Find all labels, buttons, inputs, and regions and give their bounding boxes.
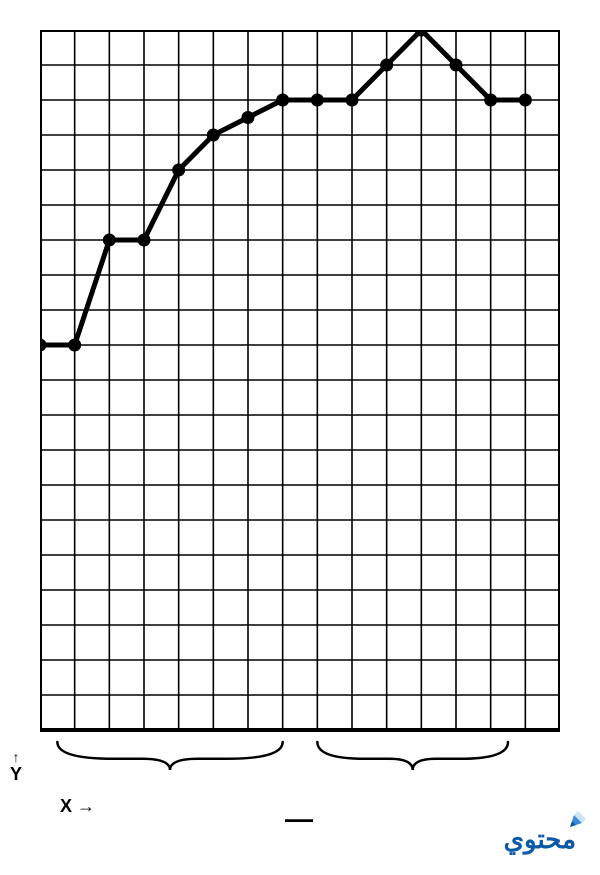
page-root: ↑ Y X → — محتوي <box>0 0 600 875</box>
y-axis-label: ↑ Y <box>10 750 22 785</box>
x-axis-arrow-icon: → <box>77 796 95 816</box>
line-chart <box>40 30 560 790</box>
y-axis-text: Y <box>10 765 22 785</box>
chart-svg <box>40 30 560 790</box>
x-axis-label: X → <box>60 796 95 817</box>
x-axis-text: X <box>60 796 72 816</box>
watermark-text: محتوي <box>504 824 576 854</box>
y-axis-arrow-icon: ↑ <box>10 750 22 765</box>
brace-separator: — <box>285 803 313 835</box>
watermark-logo: محتوي <box>504 824 576 855</box>
